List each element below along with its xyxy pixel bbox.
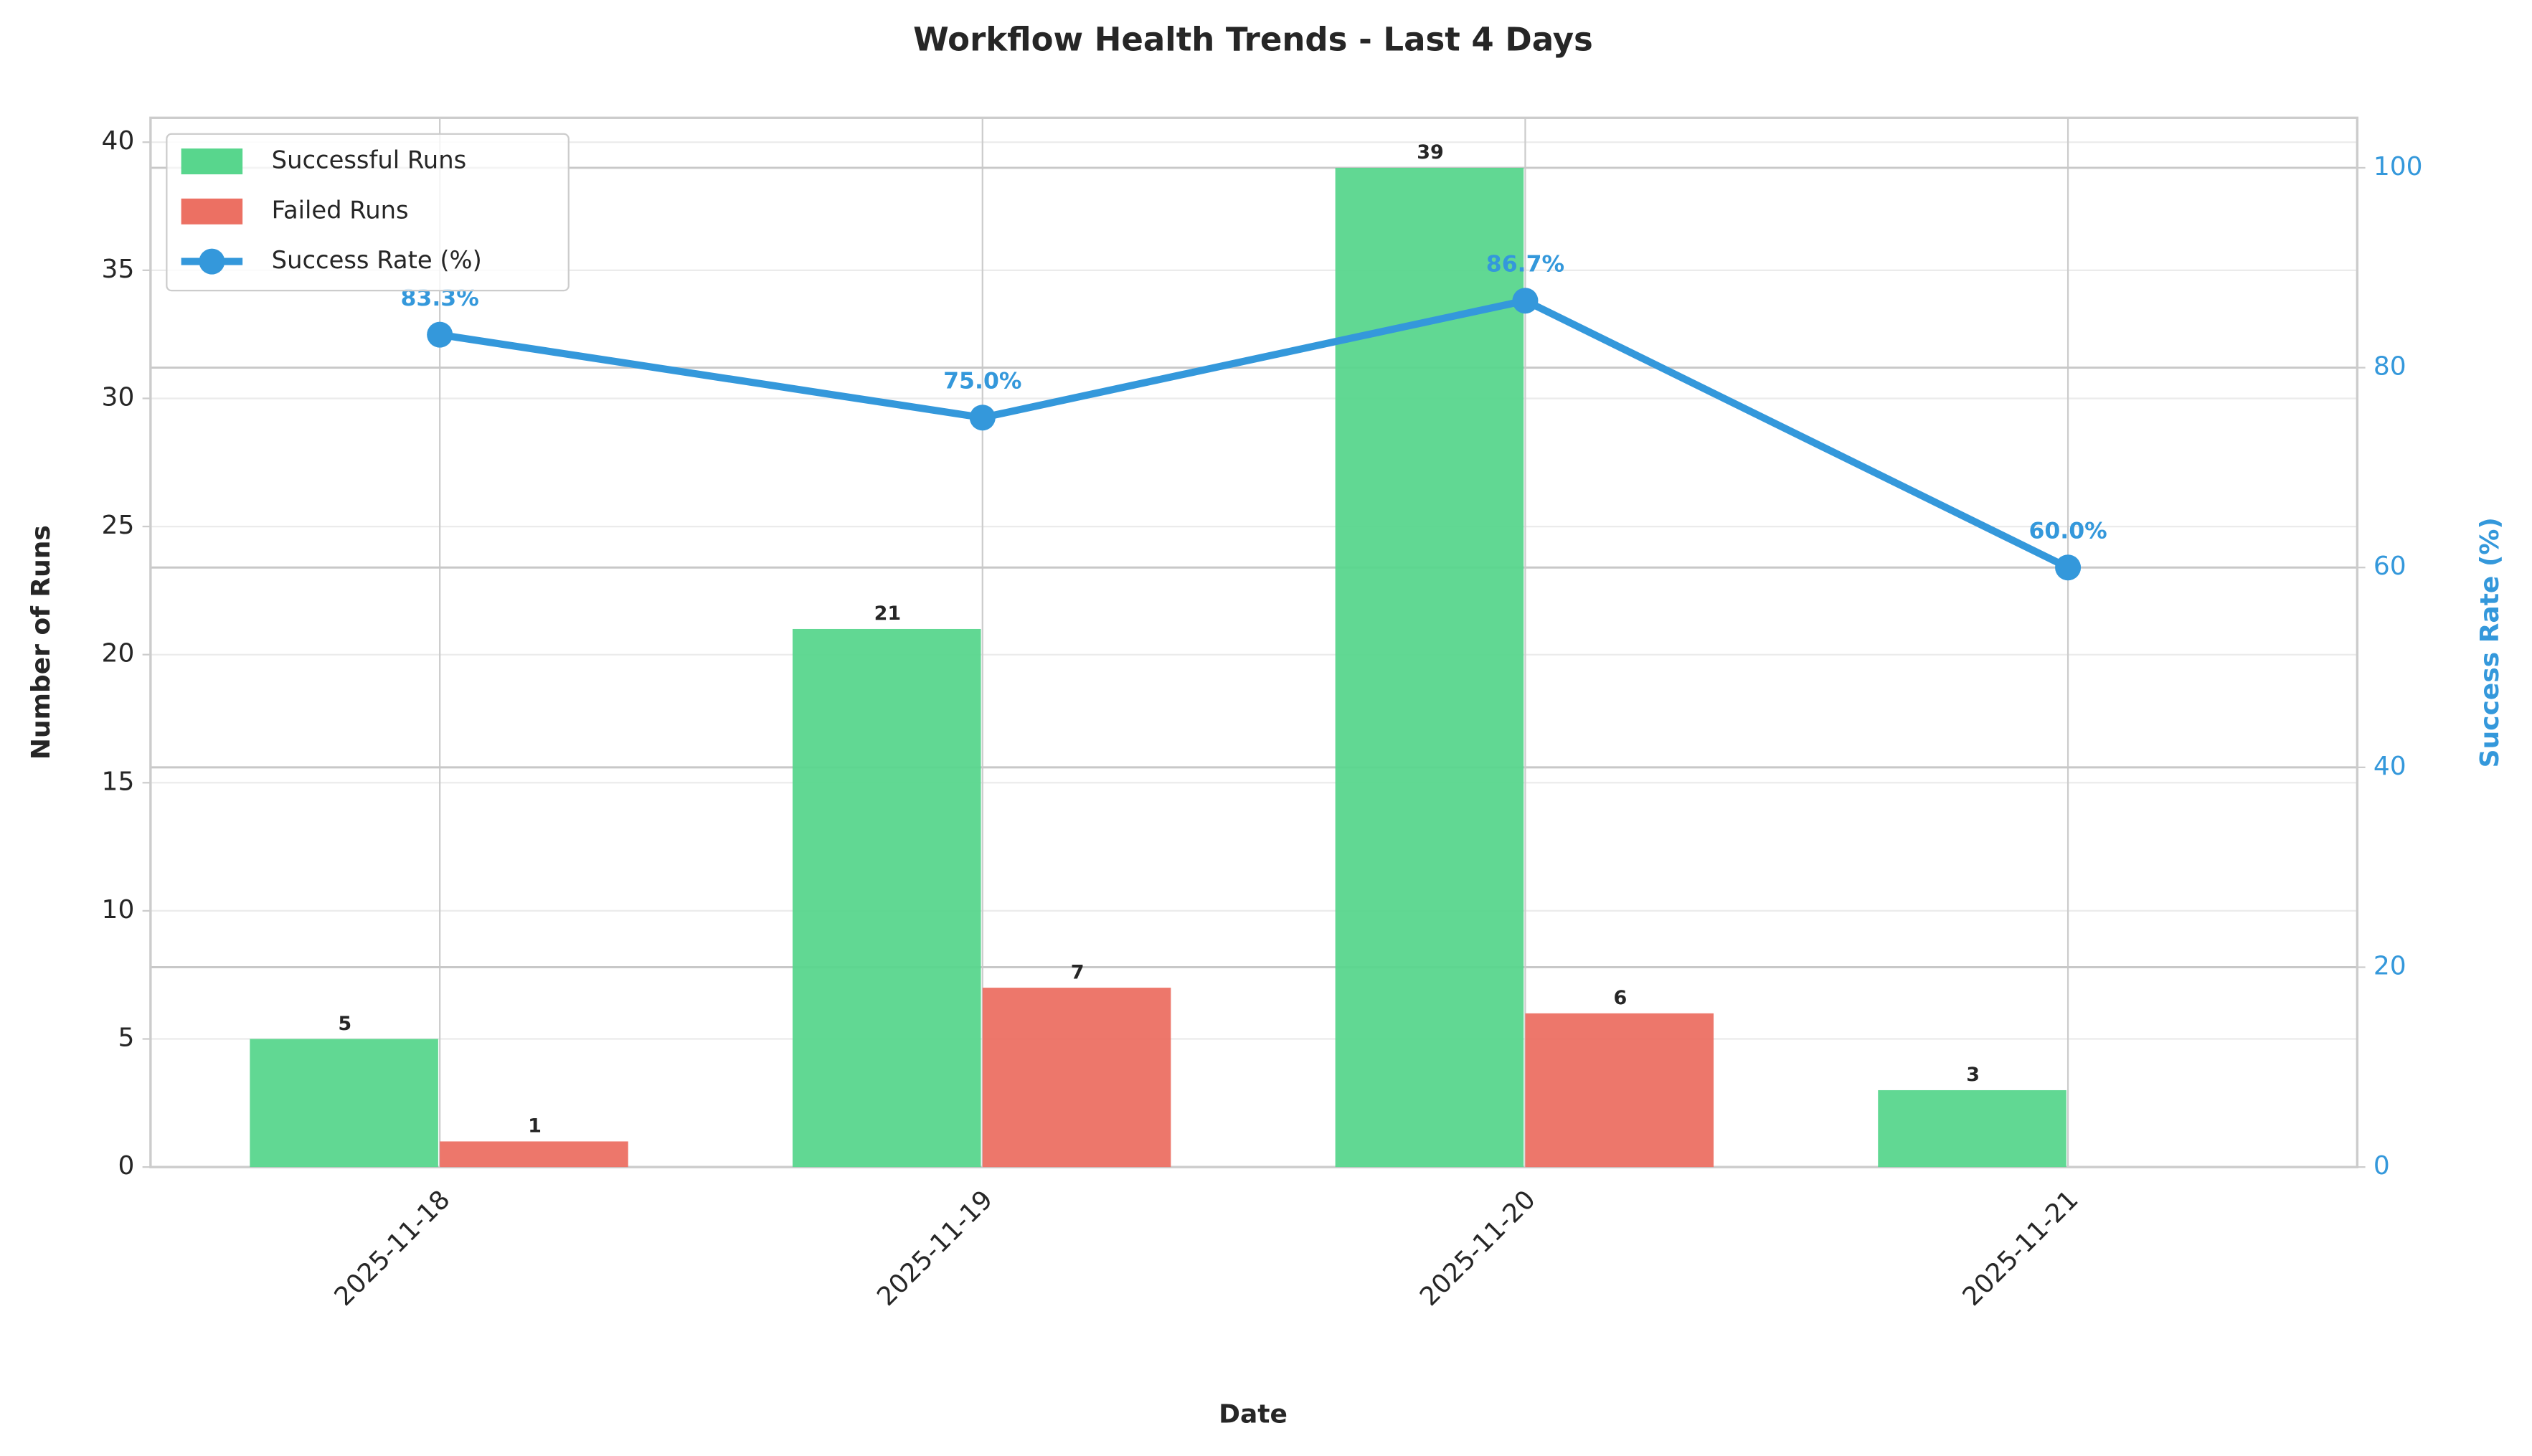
x-tick-label: 2025-11-18 (329, 1185, 456, 1312)
bar-value-label: 5 (338, 1013, 351, 1035)
line-marker (969, 405, 996, 431)
y-axis-label: Number of Runs (27, 525, 56, 760)
legend-swatch (181, 198, 243, 224)
y2-tick-label: 80 (2373, 352, 2406, 382)
legend-marker (199, 248, 225, 275)
bar (1878, 1089, 2066, 1168)
y-tick-label: 40 (102, 126, 135, 156)
legend-label: Failed Runs (272, 196, 409, 224)
legend: Successful Runs Failed Runs Success Rate (… (166, 133, 570, 292)
line-marker (1512, 288, 1539, 314)
bar-value-label: 1 (528, 1115, 542, 1138)
y-tick-label: 35 (102, 255, 135, 284)
y2-tick-label: 60 (2373, 552, 2406, 581)
line-value-label: 60.0% (2028, 519, 2107, 544)
bar-value-label: 7 (1071, 961, 1085, 983)
bar (1525, 1013, 1714, 1168)
bar (792, 628, 981, 1168)
plot-frame (149, 116, 2359, 1168)
legend-label: Successful Runs (272, 146, 467, 174)
x-tick-label: 2025-11-20 (1414, 1185, 1541, 1312)
bar-value-label: 39 (1417, 141, 1444, 164)
chart-title: Workflow Health Trends - Last 4 Days (913, 21, 1593, 59)
x-tick-label: 2025-11-21 (1957, 1185, 2084, 1312)
y-tick-label: 15 (102, 767, 135, 796)
y-tick-label: 10 (102, 895, 135, 925)
y-tick-label: 30 (102, 382, 135, 412)
y-tick-label: 20 (102, 639, 135, 668)
y-tick-label: 5 (118, 1024, 134, 1053)
y2-tick-label: 40 (2373, 752, 2406, 781)
y-tick-label: 0 (118, 1151, 134, 1181)
legend-swatch (181, 148, 243, 175)
y2-tick-label: 0 (2373, 1151, 2390, 1181)
line-value-label: 86.7% (1486, 252, 1564, 278)
line-value-label: 75.0% (943, 369, 1021, 394)
bar-value-label: 6 (1613, 987, 1627, 1009)
bar-value-label: 3 (1966, 1064, 1980, 1086)
bar (440, 1141, 628, 1168)
y2-tick-label: 20 (2373, 952, 2406, 981)
y-tick-label: 25 (102, 511, 135, 540)
line (439, 297, 2070, 571)
line-marker (2055, 554, 2082, 581)
y2-axis-label: Success Rate (%) (2475, 517, 2505, 767)
y2-tick-label: 100 (2373, 152, 2423, 181)
x-tick-label: 2025-11-19 (871, 1185, 998, 1312)
bar-value-label: 21 (874, 602, 902, 625)
legend-box (166, 133, 570, 292)
x-axis-label: Date (1219, 1400, 1288, 1429)
bar (982, 988, 1171, 1168)
legend-label: Success Rate (%) (272, 246, 482, 274)
bar (250, 1039, 438, 1168)
line-marker (427, 321, 453, 348)
